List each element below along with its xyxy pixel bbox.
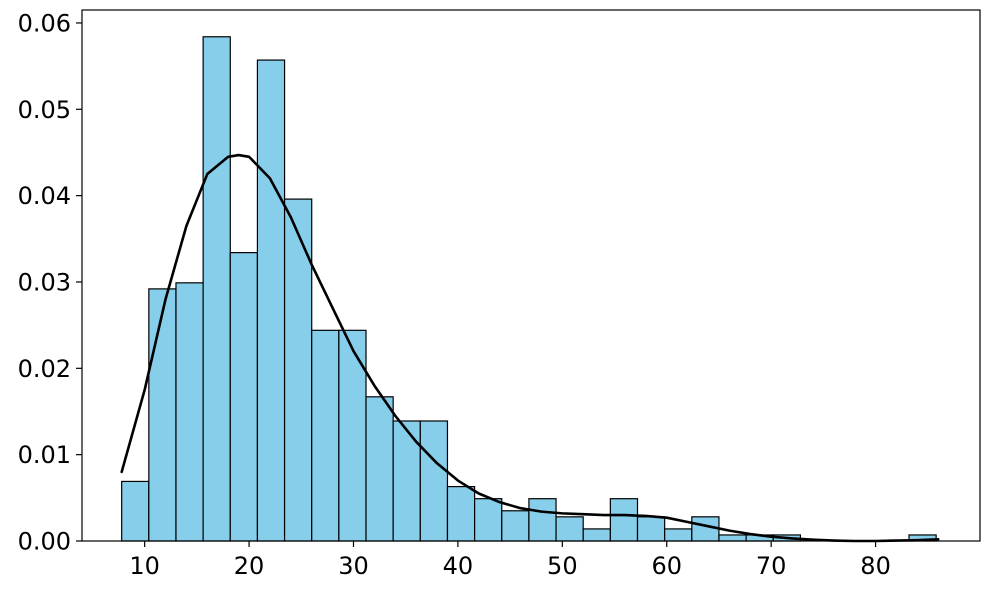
histogram-bar <box>121 480 150 542</box>
histogram-bar <box>392 420 421 542</box>
density-curve <box>120 153 940 543</box>
histogram-bar <box>256 59 286 542</box>
histogram-bar <box>501 510 530 542</box>
y-tick-label: 0.01 <box>18 441 71 469</box>
x-tick-label: 40 <box>443 552 474 580</box>
y-tick-label: 0.02 <box>18 355 71 383</box>
x-tick-label: 80 <box>860 552 891 580</box>
y-axis: 0.00 0.01 0.02 0.03 0.04 0.05 0.06 <box>18 9 82 556</box>
histogram-bar <box>175 282 204 542</box>
histogram-bar <box>419 420 449 542</box>
y-tick-label: 0.06 <box>18 9 71 37</box>
x-axis: 10 20 30 40 50 60 70 80 <box>129 541 891 580</box>
y-tick-label: 0.00 <box>18 528 71 556</box>
histogram-bar <box>446 486 476 542</box>
histogram-bar <box>229 252 259 542</box>
histogram-bar <box>528 498 557 542</box>
histogram-bar <box>718 534 747 542</box>
histogram-bar <box>609 498 639 542</box>
x-tick-label: 30 <box>338 552 369 580</box>
y-tick-label: 0.03 <box>18 268 71 296</box>
x-tick-label: 50 <box>547 552 578 580</box>
x-tick-label: 20 <box>234 552 265 580</box>
histogram-bar <box>636 516 666 542</box>
axes-frame <box>81 9 981 542</box>
histogram-bar <box>311 329 340 542</box>
histogram-bar <box>582 528 611 542</box>
y-tick-label: 0.04 <box>18 182 71 210</box>
histogram-bar <box>283 198 313 542</box>
histogram-bar <box>365 396 394 542</box>
histogram-bar <box>338 329 367 542</box>
histogram-bar <box>474 498 503 542</box>
y-tick-label: 0.05 <box>18 96 71 124</box>
histogram-bar <box>202 36 231 542</box>
x-tick-label: 60 <box>651 552 682 580</box>
x-tick-label: 10 <box>129 552 160 580</box>
histogram-bar <box>555 516 584 542</box>
histogram-bar <box>664 528 693 542</box>
x-tick-label: 70 <box>756 552 787 580</box>
histogram-bars <box>121 36 937 542</box>
histogram-bar <box>148 288 177 542</box>
